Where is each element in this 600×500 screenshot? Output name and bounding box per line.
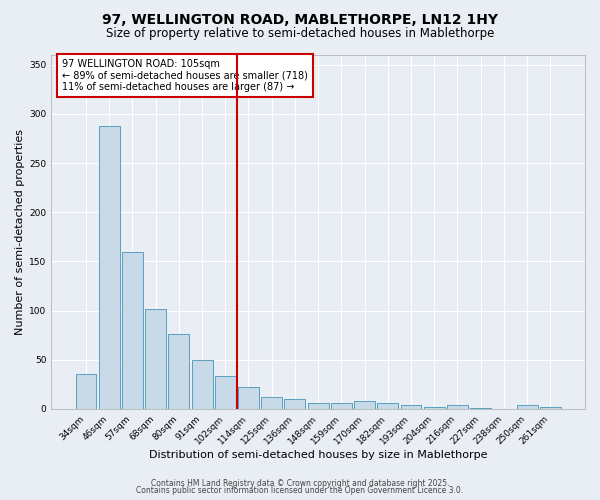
- Y-axis label: Number of semi-detached properties: Number of semi-detached properties: [15, 129, 25, 335]
- Bar: [169, 334, 189, 409]
- Text: Contains public sector information licensed under the Open Government Licence 3.: Contains public sector information licen…: [136, 486, 464, 495]
- Bar: [308, 403, 329, 409]
- Bar: [284, 399, 305, 409]
- Bar: [331, 403, 352, 409]
- Bar: [447, 405, 468, 409]
- Bar: [424, 407, 445, 409]
- Text: Contains HM Land Registry data © Crown copyright and database right 2025.: Contains HM Land Registry data © Crown c…: [151, 478, 449, 488]
- Bar: [122, 252, 143, 409]
- Bar: [191, 360, 212, 409]
- Text: Size of property relative to semi-detached houses in Mablethorpe: Size of property relative to semi-detach…: [106, 28, 494, 40]
- Text: 97 WELLINGTON ROAD: 105sqm
← 89% of semi-detached houses are smaller (718)
11% o: 97 WELLINGTON ROAD: 105sqm ← 89% of semi…: [62, 58, 308, 92]
- Bar: [377, 403, 398, 409]
- Bar: [76, 374, 97, 409]
- Bar: [517, 405, 538, 409]
- Bar: [354, 401, 375, 409]
- Bar: [261, 397, 282, 409]
- Bar: [145, 308, 166, 409]
- Bar: [401, 405, 421, 409]
- Bar: [238, 388, 259, 409]
- Bar: [99, 126, 119, 409]
- Bar: [215, 376, 236, 409]
- X-axis label: Distribution of semi-detached houses by size in Mablethorpe: Distribution of semi-detached houses by …: [149, 450, 487, 460]
- Bar: [470, 408, 491, 409]
- Bar: [540, 407, 561, 409]
- Text: 97, WELLINGTON ROAD, MABLETHORPE, LN12 1HY: 97, WELLINGTON ROAD, MABLETHORPE, LN12 1…: [102, 12, 498, 26]
